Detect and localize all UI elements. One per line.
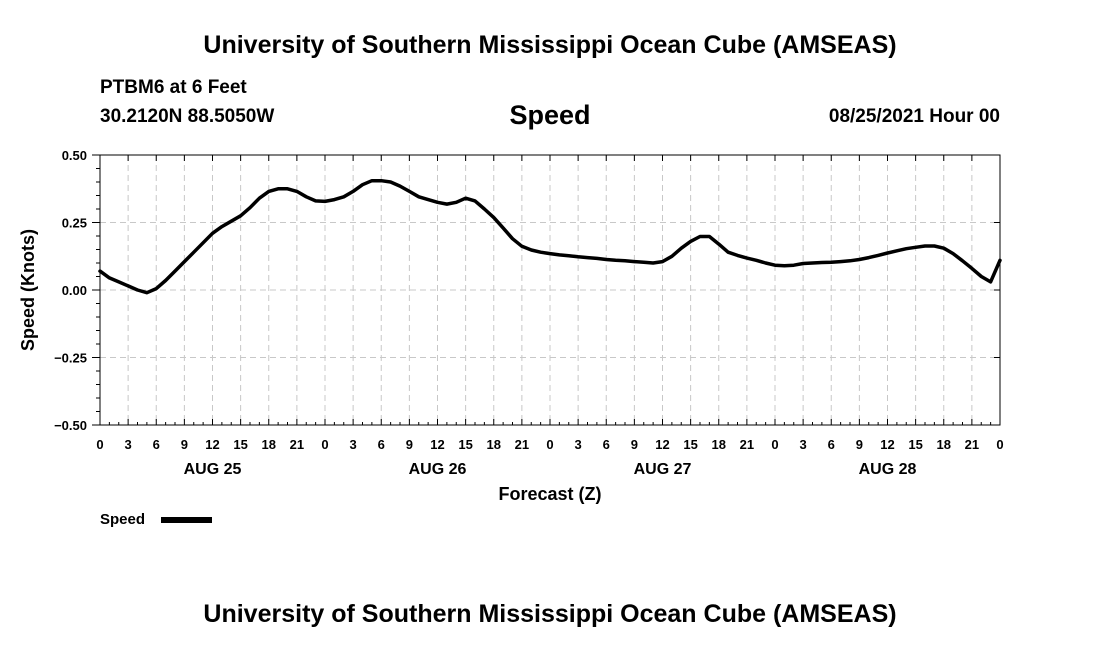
x-tick-label: 9 <box>856 437 863 452</box>
x-tick-label: 6 <box>828 437 835 452</box>
x-tick-label: 21 <box>965 437 979 452</box>
x-tick-label: 3 <box>125 437 132 452</box>
x-tick-label: 6 <box>378 437 385 452</box>
x-tick-label: 12 <box>430 437 444 452</box>
x-tick-label: 3 <box>350 437 357 452</box>
x-tick-label: 6 <box>603 437 610 452</box>
variable-title: Speed <box>509 100 591 130</box>
x-axis-title: Forecast (Z) <box>498 484 601 504</box>
x-tick-label: 12 <box>655 437 669 452</box>
x-day-label: AUG 27 <box>634 461 692 478</box>
x-tick-label: 0 <box>96 437 103 452</box>
x-tick-label: 21 <box>740 437 754 452</box>
y-tick-label: 0.50 <box>62 148 87 163</box>
forecast-datetime: 08/25/2021 Hour 00 <box>828 106 1000 127</box>
y-tick-label: 0.00 <box>62 283 87 298</box>
x-tick-label: 18 <box>487 437 501 452</box>
legend-label: Speed <box>100 511 145 528</box>
chart-main-title: University of Southern Mississippi Ocean… <box>203 31 897 59</box>
x-tick-label: 0 <box>771 437 778 452</box>
x-tick-label: 18 <box>712 437 726 452</box>
x-tick-label: 18 <box>937 437 951 452</box>
station-label: PTBM6 at 6 Feet <box>100 77 247 98</box>
x-tick-label: 3 <box>800 437 807 452</box>
x-tick-label: 0 <box>996 437 1003 452</box>
y-tick-label: −0.50 <box>54 418 87 433</box>
x-tick-label: 9 <box>181 437 188 452</box>
plot-frame <box>99 154 1001 426</box>
x-tick-label: 21 <box>515 437 529 452</box>
coordinates-label: 30.2120N 88.5050W <box>100 106 275 127</box>
x-tick-label: 12 <box>880 437 894 452</box>
x-tick-label: 6 <box>153 437 160 452</box>
series-line-speed <box>98 178 1002 295</box>
x-tick-label: 0 <box>546 437 553 452</box>
y-tick-label: 0.25 <box>62 216 87 231</box>
x-day-label: AUG 26 <box>409 461 467 478</box>
x-tick-label: 12 <box>205 437 219 452</box>
y-axis-title: Speed (Knots) <box>18 229 38 351</box>
x-tick-label: 3 <box>575 437 582 452</box>
x-tick-label: 15 <box>458 437 472 452</box>
chart-legend: Speed <box>100 511 212 528</box>
x-tick-label: 15 <box>233 437 247 452</box>
x-tick-label: 0 <box>321 437 328 452</box>
x-tick-label: 21 <box>290 437 304 452</box>
chart-footer-title: University of Southern Mississippi Ocean… <box>203 600 897 628</box>
x-tick-label: 15 <box>908 437 922 452</box>
x-tick-label: 9 <box>406 437 413 452</box>
x-tick-label: 15 <box>683 437 697 452</box>
y-tick-label: −0.25 <box>54 351 87 366</box>
chart-labels: 0 3 6 9 12 15 18 21 0 3 6 9 12 15 18 21 0 3 6 9 12 15 18 21 0 3 6 9… <box>18 148 1004 504</box>
chart-grid <box>100 155 1000 425</box>
x-tick-label: 18 <box>262 437 276 452</box>
x-day-label: AUG 28 <box>859 461 917 478</box>
x-day-label: AUG 25 <box>184 461 242 478</box>
x-tick-label: 9 <box>631 437 638 452</box>
